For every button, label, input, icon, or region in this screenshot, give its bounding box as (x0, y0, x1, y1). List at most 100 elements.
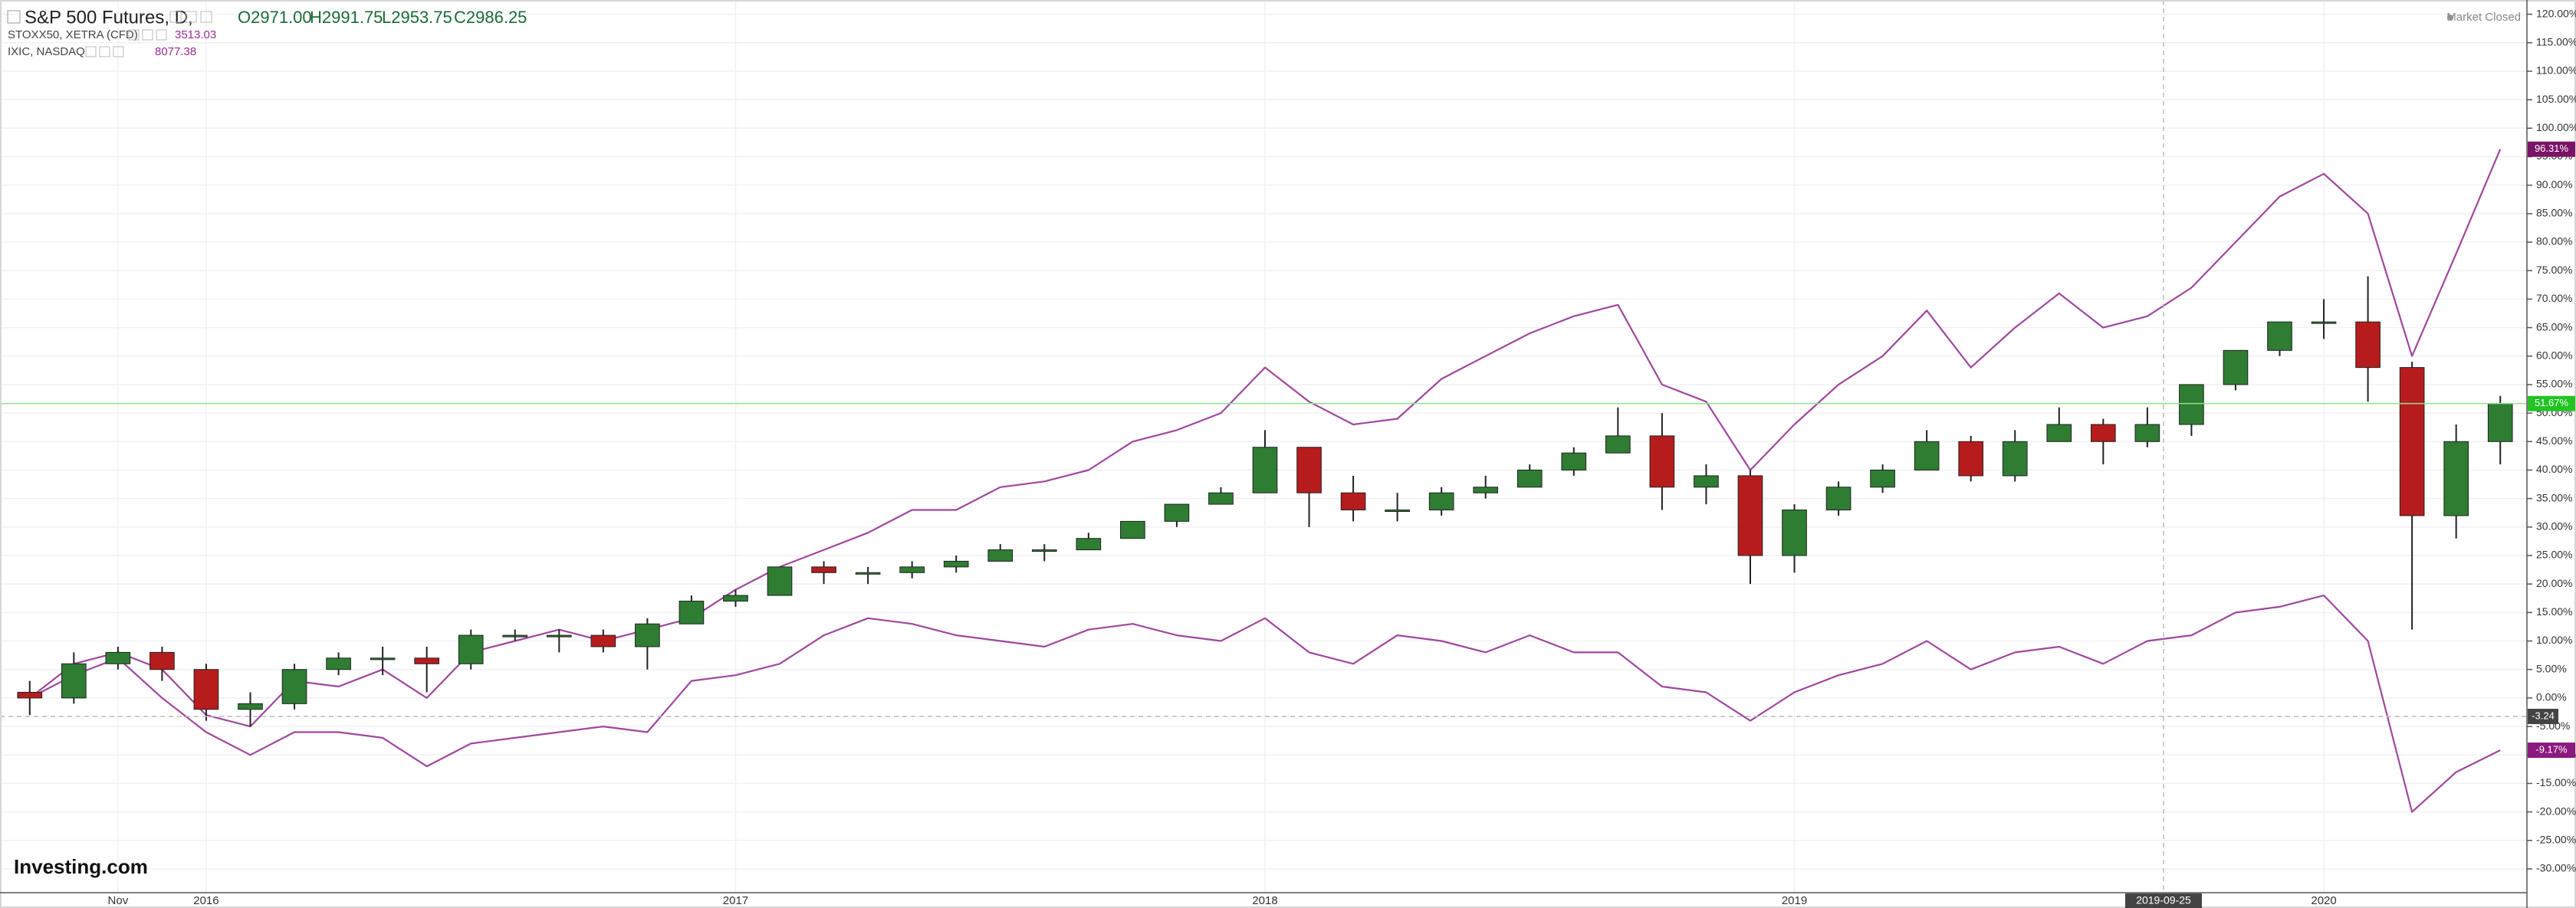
y-tick-label: 0.00% (2536, 691, 2567, 703)
x-tick-label: Nov (108, 894, 129, 907)
y-tick-label: 110.00% (2536, 64, 2576, 77)
candle-body (855, 572, 881, 575)
y-tick-label: 25.00% (2536, 549, 2572, 561)
y-tick-label: 35.00% (2536, 491, 2572, 503)
ohlc-high: H2991.75 (310, 8, 383, 27)
candle-body (502, 634, 528, 638)
candle-body (1516, 469, 1543, 488)
y-tick-label: -15.00% (2536, 776, 2576, 788)
icon[interactable] (185, 11, 197, 23)
candle-body (1561, 452, 1587, 470)
candle-body (1076, 538, 1102, 551)
y-tick-label: 115.00% (2536, 35, 2576, 48)
candle-body (2046, 424, 2072, 442)
series-line (29, 594, 2501, 813)
candle-body (1782, 510, 1807, 556)
candle-body (1825, 487, 1852, 511)
candle-body (1914, 441, 1940, 470)
candle-body (943, 560, 969, 568)
y-tick-label: 55.00% (2536, 378, 2572, 390)
logo: Investing.com (14, 855, 148, 878)
candle-body (281, 669, 307, 704)
y-tick-label: 75.00% (2536, 264, 2572, 276)
candle-body (2355, 321, 2380, 369)
icon[interactable] (113, 46, 124, 57)
candle-body (370, 657, 396, 661)
candle-body (2443, 441, 2469, 516)
candle-body (2487, 403, 2513, 442)
candle-body (1694, 475, 1719, 488)
plot (0, 0, 2527, 893)
candle-body (546, 634, 572, 638)
candle-body (2311, 321, 2337, 324)
x-tick-label: 2020 (2311, 894, 2336, 907)
candle-body (723, 595, 748, 602)
candle-body (1164, 503, 1190, 522)
icon[interactable] (200, 11, 212, 23)
icon[interactable] (128, 29, 140, 41)
x-tick-label: 2019 (1782, 894, 1807, 907)
crosshair-y-box (2528, 708, 2558, 724)
candle-body (1737, 475, 1763, 556)
icon[interactable] (142, 29, 153, 41)
candle-body (2399, 367, 2425, 516)
candle-body (987, 549, 1014, 562)
candle-body (1428, 492, 1454, 511)
candle-body (238, 703, 263, 710)
candle-body (1120, 520, 1145, 539)
collapse-icon[interactable] (7, 10, 21, 24)
candle-body (1031, 549, 1057, 552)
y-tick-label: -20.00% (2536, 805, 2576, 817)
candle-body (17, 691, 43, 699)
candle-body (1296, 447, 1322, 493)
legend-name: IXIC, NASDAQ (8, 45, 85, 58)
candle-body (2002, 441, 2028, 477)
candle-body (1870, 469, 1895, 488)
candle-body (678, 600, 705, 624)
y-tick-label: -30.00% (2536, 862, 2576, 874)
y-tick-label: 30.00% (2536, 520, 2572, 533)
last-value-box (2528, 141, 2575, 157)
candle-body (61, 663, 87, 699)
y-tick-label: 20.00% (2536, 577, 2572, 589)
y-tick-label: 85.00% (2536, 207, 2572, 219)
candle-body (1605, 435, 1631, 454)
x-tick-label: 2018 (1252, 894, 1277, 907)
candle-body (2223, 349, 2249, 385)
crosshair-y-label: -3.24 (2532, 710, 2555, 721)
market-status: Market Closed (2446, 11, 2521, 24)
candle-body (2134, 424, 2160, 442)
icon[interactable] (99, 46, 110, 57)
candle-body (811, 566, 836, 573)
candle-body (2267, 321, 2292, 351)
y-tick-label: 40.00% (2536, 463, 2572, 475)
icon[interactable] (169, 11, 182, 23)
candle-body (1340, 492, 1366, 511)
icon[interactable] (156, 29, 167, 41)
candle-body (2179, 384, 2204, 425)
y-tick-label: 90.00% (2536, 178, 2572, 190)
y-tick-label: 105.00% (2536, 93, 2576, 105)
legend-quote: 3513.03 (175, 28, 216, 41)
y-tick-label: 60.00% (2536, 349, 2572, 361)
grid (0, 0, 2527, 893)
candle-body (635, 623, 660, 647)
candle-body (1958, 441, 1984, 477)
candle-body (1385, 510, 1410, 513)
candle-body (1649, 435, 1675, 488)
series-line (29, 149, 2502, 728)
x-tick-label: 2016 (193, 894, 219, 907)
status-dot (2447, 15, 2453, 21)
last-value-label: 51.67% (2535, 397, 2569, 408)
y-tick-label: 120.00% (2536, 7, 2576, 19)
y-tick-label: 10.00% (2536, 634, 2572, 646)
y-tick-label: 45.00% (2536, 434, 2572, 447)
icon[interactable] (85, 46, 97, 57)
legend-quote: 8077.38 (155, 45, 196, 58)
y-tick-label: 65.00% (2536, 320, 2572, 333)
candle-body (2091, 424, 2116, 442)
candle-body (590, 634, 616, 647)
